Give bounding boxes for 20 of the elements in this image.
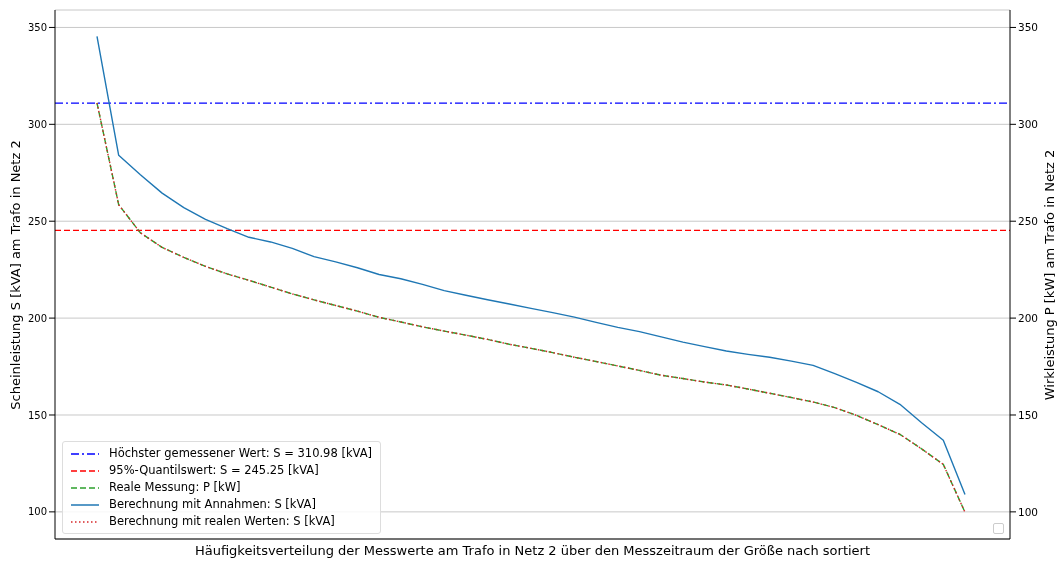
legend-label: Berechnung mit Annahmen: S [kVA] (109, 496, 316, 513)
y2-tick-label: 200 (1018, 311, 1039, 324)
y-tick-label: 100 (27, 506, 47, 518)
y2-tick-label: 350 (1018, 21, 1039, 34)
legend-label: Berechnung mit realen Werten: S [kVA] (109, 513, 335, 530)
legend-label: Höchster gemessener Wert: S = 310.98 [kVA] (109, 445, 373, 462)
y-tick-label: 300 (27, 118, 47, 130)
y-tick-label: 200 (27, 312, 47, 324)
y2-tick-label: 250 (1018, 214, 1039, 227)
legend-label: 95%-Quantilswert: S = 245.25 [kVA] (109, 462, 319, 479)
legend-label: Reale Messung: P [kW] (109, 479, 241, 496)
y2-tick-label: 300 (1018, 118, 1039, 131)
y-tick-label: 350 (27, 21, 47, 33)
y2-tick-label: 150 (1018, 408, 1039, 421)
y-tick-label: 150 (27, 409, 47, 421)
y-axis-title: Scheinleistung S [kVA] am Trafo in Netz 2 (7, 140, 23, 410)
y-tick-label: 250 (27, 215, 47, 227)
y2-axis-title: Wirkleistung P [kW] am Trafo in Netz 2 (1041, 149, 1057, 401)
x-axis-title: Häufigkeitsverteilung der Messwerte am Trafo in Netz 2 über den Messzeitraum der Größe nach sortiert (193, 543, 872, 558)
y2-tick-label: 100 (1018, 505, 1039, 518)
